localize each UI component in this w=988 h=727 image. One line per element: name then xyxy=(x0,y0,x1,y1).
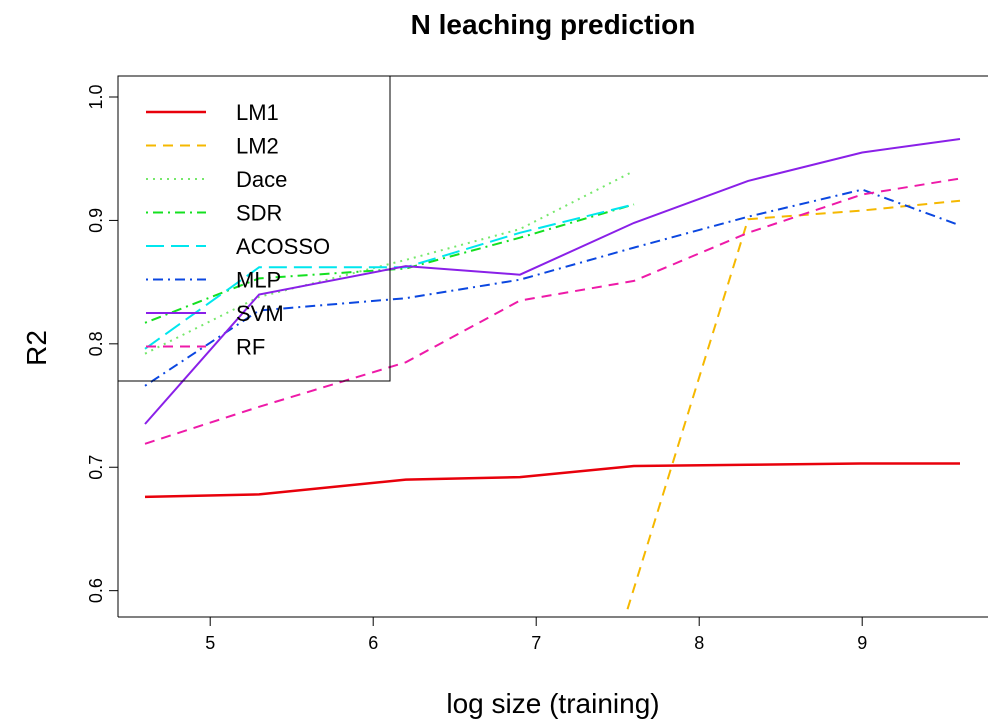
y-tick-label: 0.9 xyxy=(86,208,106,233)
series-line-lm2 xyxy=(626,199,961,610)
series-line-lm1 xyxy=(144,462,960,499)
legend-label-svm: SVM xyxy=(236,301,284,326)
x-tick-label: 9 xyxy=(857,633,867,653)
series-line-rf xyxy=(144,177,961,445)
y-tick-label: 0.8 xyxy=(86,331,106,356)
series-line-svm xyxy=(144,138,961,425)
legend: LM1 LM2 Dace SDR ACOSSO MLP SVM RF xyxy=(117,75,391,382)
legend-label-dace: Dace xyxy=(236,167,287,192)
chart-title: N leaching prediction xyxy=(411,9,696,40)
series-line-dace xyxy=(144,170,635,355)
y-tick-label: 0.7 xyxy=(86,455,106,480)
legend-label-rf: RF xyxy=(236,335,265,360)
legend-label-mlp: MLP xyxy=(236,268,281,293)
x-axis: 5 6 7 8 9 xyxy=(205,617,867,653)
x-tick-label: 6 xyxy=(368,633,378,653)
y-axis: 0.6 0.7 0.8 0.9 1.0 xyxy=(86,84,118,603)
legend-label-acosso: ACOSSO xyxy=(236,234,330,259)
y-tick-label: 1.0 xyxy=(86,84,106,109)
x-tick-label: 8 xyxy=(694,633,704,653)
series-lines xyxy=(144,138,961,610)
y-axis-label: R2 xyxy=(21,330,52,366)
series-line-sdr xyxy=(144,203,635,324)
series-line-mlp xyxy=(144,188,961,387)
y-tick-label: 0.6 xyxy=(86,578,106,603)
series-line-acosso xyxy=(144,203,635,350)
x-tick-label: 7 xyxy=(531,633,541,653)
legend-label-sdr: SDR xyxy=(236,201,282,226)
legend-box xyxy=(117,75,391,382)
legend-label-lm2: LM2 xyxy=(236,134,279,159)
x-tick-label: 5 xyxy=(205,633,215,653)
x-axis-label: log size (training) xyxy=(446,688,659,719)
legend-label-lm1: LM1 xyxy=(236,100,279,125)
